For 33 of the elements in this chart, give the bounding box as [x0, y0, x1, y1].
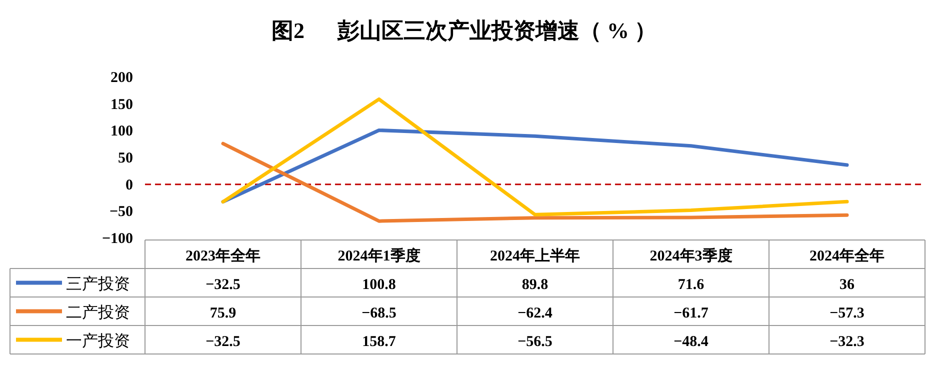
x-tick-label: 2024年3季度: [650, 246, 732, 264]
legend-label: 一产投资: [66, 332, 130, 350]
data-label: −61.7: [674, 305, 709, 322]
y-tick-label: −100: [102, 231, 133, 247]
line-series: [221, 142, 849, 223]
data-label: 89.8: [522, 276, 548, 293]
y-tick-label: −50: [109, 204, 133, 220]
y-tick-label: 100: [110, 124, 133, 140]
legend-label: 三产投资: [66, 274, 130, 293]
data-label: −57.3: [830, 305, 864, 322]
data-label: −48.4: [674, 334, 709, 350]
data-label: −32.5: [206, 334, 240, 350]
data-label: −68.5: [362, 305, 396, 322]
data-label: 158.7: [362, 334, 396, 350]
y-tick-label: 150: [110, 96, 133, 113]
y-tick-label: 200: [110, 70, 133, 86]
x-tick-label: 2024年1季度: [338, 246, 420, 264]
data-label: 75.9: [210, 305, 236, 322]
data-label: 100.8: [362, 276, 396, 293]
x-tick-label: 2023年全年: [186, 247, 260, 264]
y-tick-label: 0: [126, 177, 133, 194]
data-label: −62.4: [518, 305, 553, 322]
data-label: 71.6: [678, 276, 705, 293]
x-tick-label: 2024年全年: [810, 247, 884, 264]
line-series: [221, 97, 849, 216]
y-tick-label: 50: [118, 150, 133, 166]
data-label: −32.5: [206, 276, 240, 293]
legend-label: 二产投资: [66, 303, 130, 322]
data-label: −32.3: [830, 334, 864, 350]
data-label: −56.5: [518, 334, 552, 350]
data-label: 36: [840, 276, 855, 293]
chart-title: 图2 彭山区三次产业投资增速（ % ）: [272, 18, 656, 43]
x-tick-label: 2024年上半年: [490, 247, 580, 264]
